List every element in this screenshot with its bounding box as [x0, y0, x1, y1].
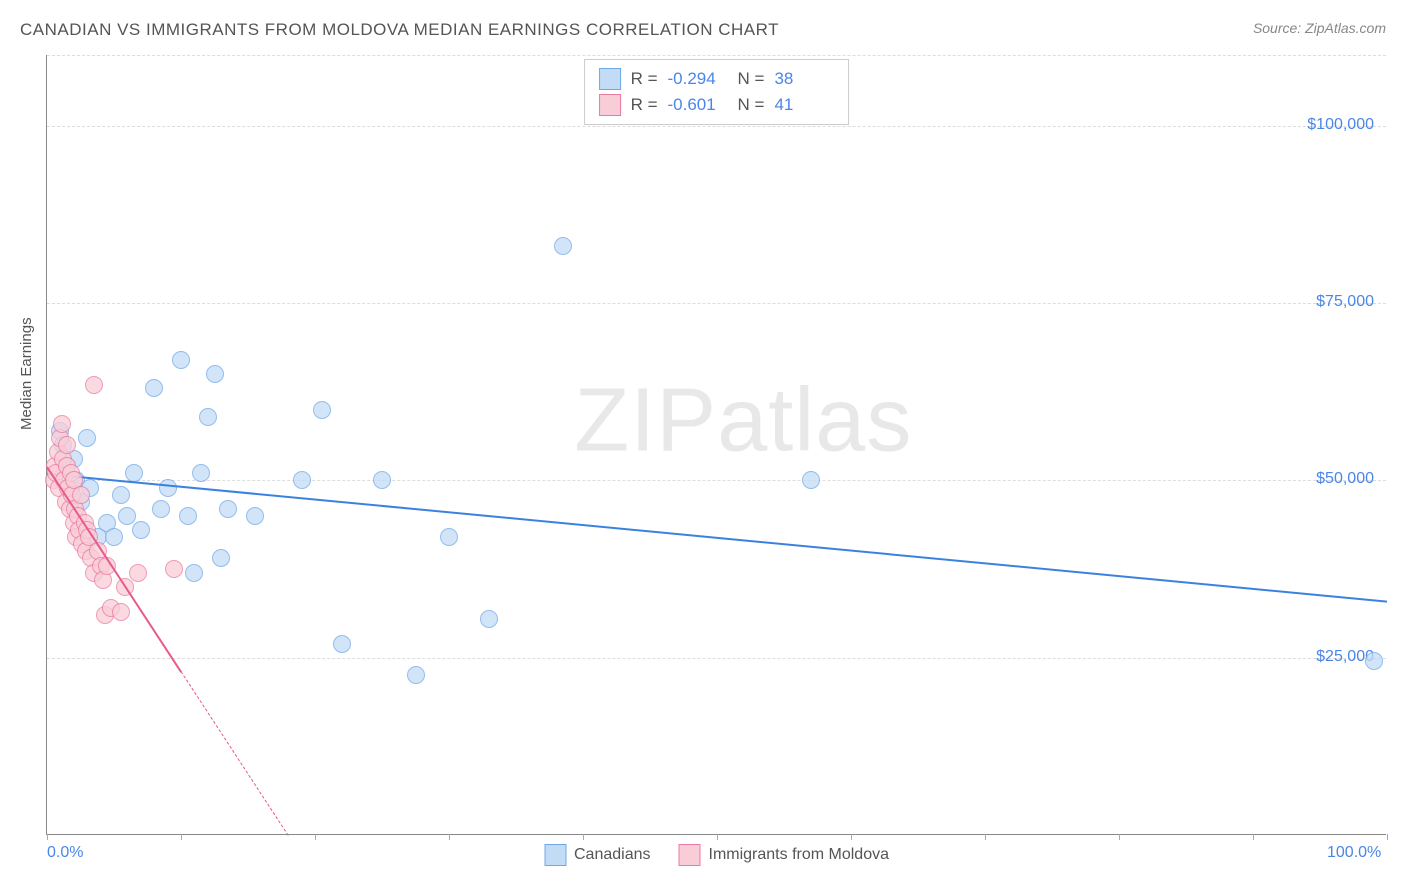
- x-tick: [181, 834, 182, 840]
- point-moldova: [72, 486, 90, 504]
- point-moldova: [165, 560, 183, 578]
- y-tick-label: $50,000: [1316, 470, 1374, 488]
- point-canadians: [112, 486, 130, 504]
- n-label: N =: [738, 69, 765, 89]
- point-canadians: [152, 500, 170, 518]
- trend-canadians: [47, 473, 1387, 603]
- stats-row-moldova: R = -0.601 N = 41: [599, 92, 835, 118]
- x-tick-label: 0.0%: [47, 844, 83, 862]
- gridline-h: [47, 55, 1386, 56]
- y-tick-label: $100,000: [1307, 116, 1374, 134]
- swatch-moldova: [679, 844, 701, 866]
- r-label: R =: [631, 69, 658, 89]
- source-attribution: Source: ZipAtlas.com: [1253, 20, 1386, 36]
- gridline-h: [47, 480, 1386, 481]
- gridline-h: [47, 303, 1386, 304]
- point-moldova: [85, 376, 103, 394]
- point-canadians: [313, 401, 331, 419]
- point-canadians: [125, 464, 143, 482]
- n-label: N =: [738, 95, 765, 115]
- point-moldova: [58, 436, 76, 454]
- x-tick: [985, 834, 986, 840]
- point-canadians: [132, 521, 150, 539]
- point-canadians: [179, 507, 197, 525]
- x-tick: [449, 834, 450, 840]
- legend-label-canadians: Canadians: [574, 846, 651, 864]
- point-canadians: [199, 408, 217, 426]
- x-tick: [717, 834, 718, 840]
- point-canadians: [802, 471, 820, 489]
- x-tick: [1253, 834, 1254, 840]
- scatter-chart: ZIPatlas R = -0.294 N = 38 R = -0.601 N …: [46, 55, 1386, 835]
- gridline-h: [47, 658, 1386, 659]
- point-canadians: [333, 635, 351, 653]
- point-canadians: [219, 500, 237, 518]
- legend-item-moldova: Immigrants from Moldova: [679, 844, 890, 866]
- point-canadians: [118, 507, 136, 525]
- stats-row-canadians: R = -0.294 N = 38: [599, 66, 835, 92]
- x-tick: [47, 834, 48, 840]
- n-value-moldova: 41: [774, 95, 834, 115]
- n-value-canadians: 38: [774, 69, 834, 89]
- point-canadians: [246, 507, 264, 525]
- point-moldova: [53, 415, 71, 433]
- point-canadians: [206, 365, 224, 383]
- y-tick-label: $75,000: [1316, 293, 1374, 311]
- point-canadians: [293, 471, 311, 489]
- point-canadians: [373, 471, 391, 489]
- gridline-h: [47, 126, 1386, 127]
- point-moldova: [112, 603, 130, 621]
- point-canadians: [145, 379, 163, 397]
- x-tick: [1119, 834, 1120, 840]
- point-canadians: [172, 351, 190, 369]
- legend-item-canadians: Canadians: [544, 844, 651, 866]
- x-tick: [583, 834, 584, 840]
- point-canadians: [192, 464, 210, 482]
- y-axis-label: Median Earnings: [18, 317, 35, 430]
- r-value-moldova: -0.601: [668, 95, 728, 115]
- swatch-canadians: [544, 844, 566, 866]
- point-canadians: [480, 610, 498, 628]
- point-canadians: [105, 528, 123, 546]
- point-canadians: [78, 429, 96, 447]
- x-tick-label: 100.0%: [1327, 844, 1381, 862]
- point-canadians: [185, 564, 203, 582]
- legend-label-moldova: Immigrants from Moldova: [709, 846, 890, 864]
- point-canadians: [159, 479, 177, 497]
- r-value-canadians: -0.294: [668, 69, 728, 89]
- point-canadians: [212, 549, 230, 567]
- x-tick: [315, 834, 316, 840]
- stats-legend-box: R = -0.294 N = 38 R = -0.601 N = 41: [584, 59, 850, 125]
- point-canadians: [1365, 652, 1383, 670]
- point-moldova: [129, 564, 147, 582]
- x-tick: [851, 834, 852, 840]
- r-label: R =: [631, 95, 658, 115]
- swatch-moldova: [599, 94, 621, 116]
- trend-moldova-extrapolated: [181, 671, 289, 835]
- x-tick: [1387, 834, 1388, 840]
- swatch-canadians: [599, 68, 621, 90]
- point-canadians: [440, 528, 458, 546]
- chart-title: CANADIAN VS IMMIGRANTS FROM MOLDOVA MEDI…: [20, 20, 779, 40]
- point-canadians: [407, 666, 425, 684]
- point-canadians: [554, 237, 572, 255]
- watermark: ZIPatlas: [574, 370, 912, 473]
- bottom-legend: Canadians Immigrants from Moldova: [544, 844, 889, 866]
